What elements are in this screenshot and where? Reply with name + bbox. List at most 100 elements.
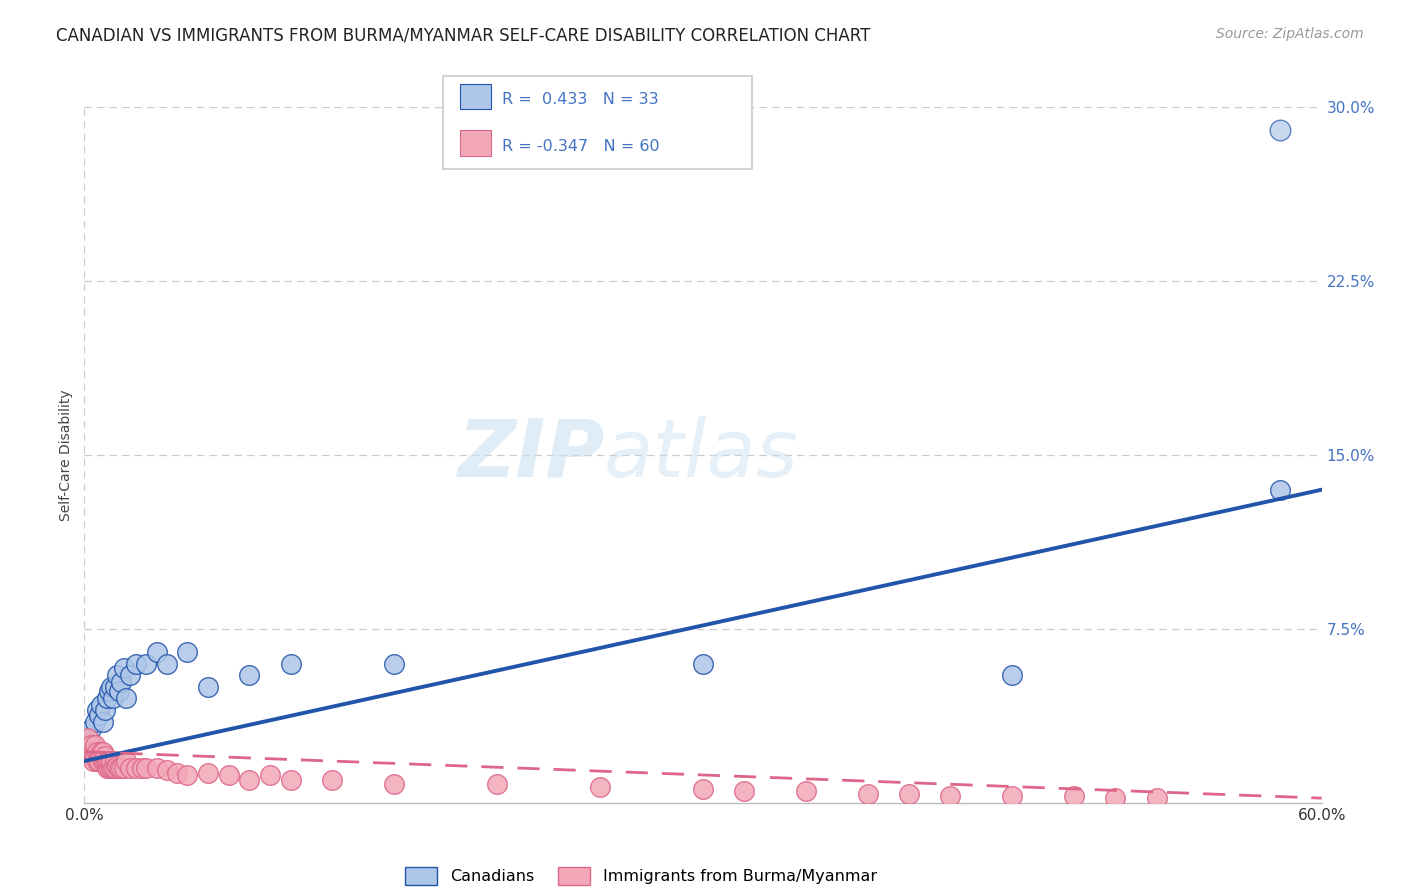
- Point: [794, 784, 817, 798]
- Text: R =  0.433   N = 33: R = 0.433 N = 33: [502, 92, 658, 107]
- Point: [110, 675, 132, 690]
- Point: [1104, 791, 1126, 805]
- Point: [94, 703, 117, 717]
- Point: [939, 789, 962, 803]
- Point: [91, 714, 114, 729]
- Point: [108, 761, 131, 775]
- Point: [114, 691, 136, 706]
- Point: [280, 772, 302, 787]
- Point: [118, 668, 141, 682]
- Point: [103, 761, 125, 775]
- Point: [118, 761, 141, 775]
- Point: [108, 684, 131, 698]
- Point: [125, 657, 148, 671]
- Point: [83, 738, 105, 752]
- Point: [238, 772, 260, 787]
- Point: [77, 731, 100, 745]
- Point: [79, 722, 101, 736]
- Text: atlas: atlas: [605, 416, 799, 494]
- Point: [112, 761, 135, 775]
- Point: [77, 731, 100, 745]
- Point: [77, 745, 100, 759]
- Point: [86, 703, 108, 717]
- Point: [96, 691, 118, 706]
- Point: [135, 761, 157, 775]
- Point: [135, 657, 157, 671]
- Y-axis label: Self-Care Disability: Self-Care Disability: [59, 389, 73, 521]
- Point: [98, 754, 121, 768]
- Point: [90, 749, 112, 764]
- Point: [82, 745, 104, 759]
- Point: [104, 754, 127, 768]
- Point: [110, 761, 132, 775]
- Point: [103, 691, 125, 706]
- Point: [1001, 789, 1024, 803]
- Point: [75, 726, 97, 740]
- Point: [90, 745, 112, 759]
- Point: [898, 787, 921, 801]
- Point: [87, 749, 110, 764]
- Point: [96, 754, 118, 768]
- Point: [83, 749, 105, 764]
- Point: [125, 761, 148, 775]
- Point: [104, 761, 127, 775]
- Point: [86, 745, 108, 759]
- Point: [156, 764, 179, 778]
- Point: [166, 765, 188, 780]
- Text: CANADIAN VS IMMIGRANTS FROM BURMA/MYANMAR SELF-CARE DISABILITY CORRELATION CHART: CANADIAN VS IMMIGRANTS FROM BURMA/MYANMA…: [56, 27, 870, 45]
- Point: [105, 668, 128, 682]
- Point: [105, 758, 128, 772]
- Point: [100, 754, 122, 768]
- Point: [156, 657, 179, 671]
- Point: [259, 768, 281, 782]
- Point: [82, 754, 104, 768]
- Point: [280, 657, 302, 671]
- Point: [87, 754, 110, 768]
- Point: [1146, 791, 1168, 805]
- Point: [83, 714, 105, 729]
- Point: [218, 768, 240, 782]
- Point: [692, 657, 714, 671]
- Point: [82, 738, 104, 752]
- Point: [94, 749, 117, 764]
- Point: [79, 738, 101, 752]
- Text: Source: ZipAtlas.com: Source: ZipAtlas.com: [1216, 27, 1364, 41]
- Point: [382, 657, 405, 671]
- Point: [100, 680, 122, 694]
- Point: [197, 680, 219, 694]
- Point: [176, 768, 198, 782]
- Point: [176, 645, 198, 659]
- Point: [112, 661, 135, 675]
- Point: [91, 754, 114, 768]
- Point: [100, 761, 122, 775]
- Text: ZIP: ZIP: [457, 416, 605, 494]
- Point: [114, 754, 136, 768]
- Point: [75, 738, 97, 752]
- Point: [589, 780, 612, 794]
- Text: R = -0.347   N = 60: R = -0.347 N = 60: [502, 138, 659, 153]
- Point: [86, 754, 108, 768]
- Point: [485, 777, 508, 791]
- Point: [856, 787, 879, 801]
- Point: [1270, 483, 1292, 497]
- Point: [238, 668, 260, 682]
- Point: [692, 781, 714, 796]
- Point: [382, 777, 405, 791]
- Point: [79, 749, 101, 764]
- Point: [96, 761, 118, 775]
- Point: [94, 754, 117, 768]
- Point: [98, 684, 121, 698]
- Point: [91, 745, 114, 759]
- Point: [145, 645, 167, 659]
- Point: [145, 761, 167, 775]
- Point: [197, 765, 219, 780]
- Legend: Canadians, Immigrants from Burma/Myanmar: Canadians, Immigrants from Burma/Myanmar: [405, 867, 877, 885]
- Point: [87, 707, 110, 722]
- Point: [1063, 789, 1085, 803]
- Point: [733, 784, 755, 798]
- Point: [131, 761, 153, 775]
- Point: [1001, 668, 1024, 682]
- Point: [1270, 123, 1292, 137]
- Point: [98, 761, 121, 775]
- Point: [90, 698, 112, 713]
